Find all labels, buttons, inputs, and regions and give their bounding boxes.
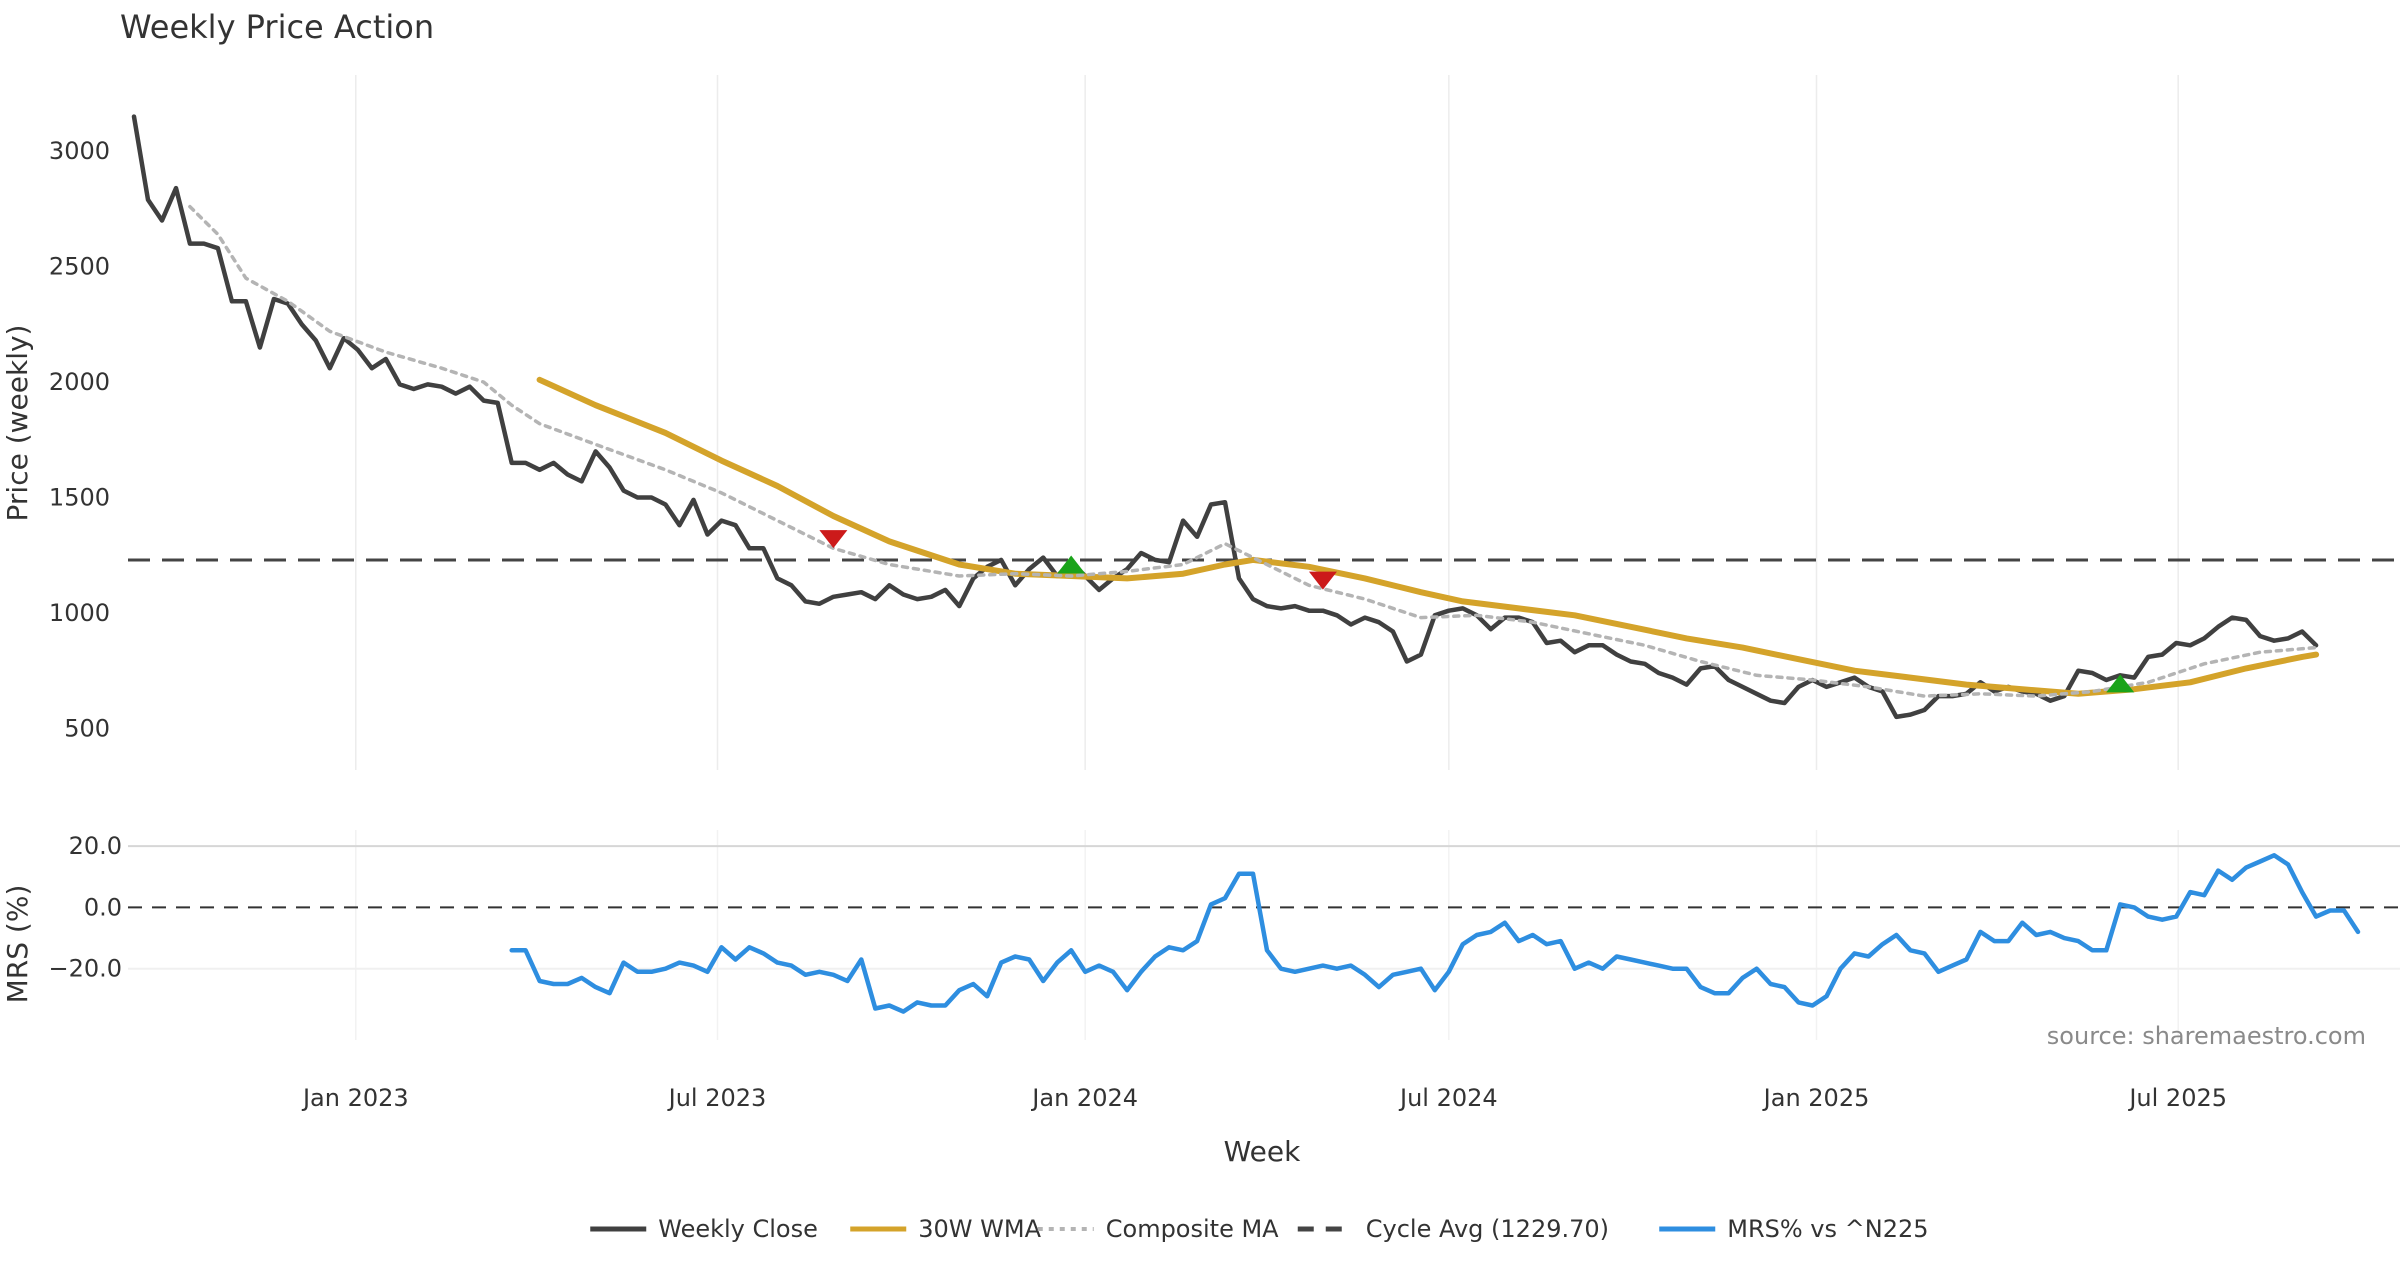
series-line-composite-ma xyxy=(188,204,2318,698)
price-y-tick-label: 500 xyxy=(64,714,110,742)
mrs-y-tick-label: 20.0 xyxy=(69,832,122,860)
legend-item: 30W WMA xyxy=(850,1215,1042,1243)
legend-item: Composite MA xyxy=(1037,1215,1279,1243)
legend-item: Weekly Close xyxy=(590,1215,818,1243)
mrs-y-axis: −20.0 0.0 20.0 xyxy=(48,832,122,983)
buy-signal-marker xyxy=(2106,674,2135,693)
x-tick-label: Jul 2023 xyxy=(667,1084,767,1112)
mrs-y-tick-label: −20.0 xyxy=(48,955,122,983)
x-tick-label: Jul 2025 xyxy=(2127,1084,2227,1112)
price-y-tick-label: 2000 xyxy=(49,368,110,396)
x-tick-label: Jul 2024 xyxy=(1398,1084,1498,1112)
x-axis: Jan 2023 Jul 2023 Jan 2024 Jul 2024 Jan 2025… xyxy=(301,1084,2227,1112)
price-y-axis: 500 1000 1500 2000 2500 3000 xyxy=(49,137,110,742)
mrs-y-axis-label: MRS (%) xyxy=(1,885,34,1004)
buy-signal-marker xyxy=(1057,555,1086,574)
series-line-weekly-close xyxy=(131,114,2319,720)
sell-signal-marker xyxy=(819,530,848,549)
series-layer xyxy=(131,114,2361,1014)
price-y-tick-label: 1000 xyxy=(49,599,110,627)
legend: Weekly Close 30W WMA Composite MA Cycle Avg… xyxy=(590,1215,1929,1243)
legend-label: Cycle Avg (1229.70) xyxy=(1366,1215,1609,1243)
mrs-y-tick-label: 0.0 xyxy=(84,893,122,921)
source-watermark: source: sharemaestro.com xyxy=(2047,1022,2366,1050)
price-y-tick-label: 2500 xyxy=(49,253,110,281)
price-panel-grid xyxy=(355,75,2179,770)
legend-item: Cycle Avg (1229.70) xyxy=(1297,1215,1609,1243)
legend-item: MRS% vs ^N225 xyxy=(1659,1215,1929,1243)
price-y-tick-label: 3000 xyxy=(49,137,110,165)
mrs-panel-grid xyxy=(128,830,2400,1040)
x-tick-label: Jan 2025 xyxy=(1762,1084,1870,1112)
chart-title: Weekly Price Action xyxy=(120,8,434,46)
series-line-mrs-vs-n225 xyxy=(509,853,2361,1014)
x-tick-label: Jan 2023 xyxy=(301,1084,409,1112)
signal-markers xyxy=(819,530,2135,693)
legend-label: 30W WMA xyxy=(918,1215,1041,1243)
sell-signal-marker xyxy=(1308,571,1337,590)
legend-label: Weekly Close xyxy=(658,1215,818,1243)
series-line-30w-wma xyxy=(536,376,2320,697)
legend-label: MRS% vs ^N225 xyxy=(1727,1215,1928,1243)
legend-label: Composite MA xyxy=(1106,1215,1279,1243)
x-tick-label: Jan 2024 xyxy=(1030,1084,1138,1112)
price-y-tick-label: 1500 xyxy=(49,484,110,512)
price-y-axis-label: Price (weekly) xyxy=(1,325,34,522)
x-axis-label: Week xyxy=(1224,1135,1301,1168)
